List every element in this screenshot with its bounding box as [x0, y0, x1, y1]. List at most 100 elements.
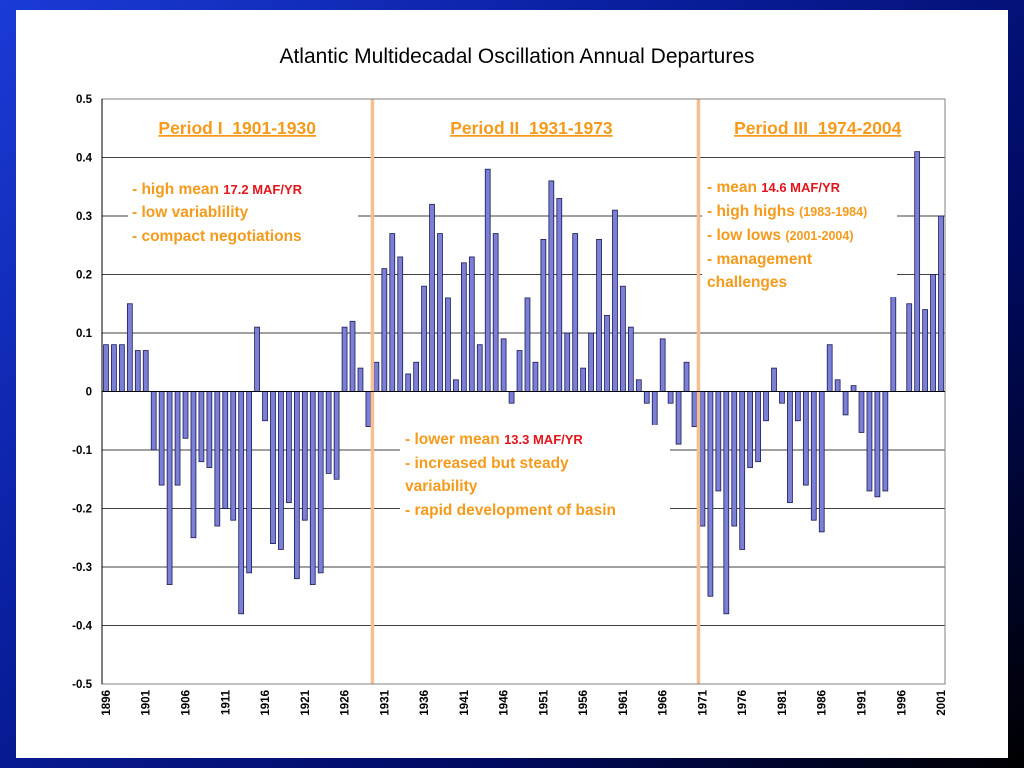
bar: [230, 391, 237, 521]
bar: [150, 391, 157, 451]
y-tick-label: 0.3: [76, 211, 92, 223]
period-label: Period III 1974-2004: [734, 118, 902, 138]
bar: [914, 151, 921, 392]
bar: [397, 256, 404, 392]
bars: [103, 151, 944, 615]
x-tick-label: 1941: [459, 689, 471, 715]
period-2-notes: - lower mean 13.3 MAF/YR - increased but…: [400, 425, 670, 525]
chart-title: Atlantic Multidecadal Oscillation Annual…: [279, 45, 754, 68]
bar: [365, 391, 372, 427]
bar: [222, 391, 229, 509]
bar: [492, 233, 499, 392]
p2-note-line2: - increased but steady: [405, 455, 569, 472]
x-tick-label: 1981: [777, 689, 789, 715]
bar: [659, 338, 666, 392]
y-axis-ticks: 0.5 0.4 0.3 0.2 0.1 0 -0.1 -0.2 -0.3 -0.4 -0.5: [72, 94, 92, 691]
bar: [699, 391, 706, 527]
p2-note-line3: variability: [405, 478, 478, 495]
bar: [516, 350, 523, 392]
bar: [508, 391, 515, 404]
bar: [278, 391, 284, 550]
y-tick-label: -0.3: [72, 562, 92, 574]
bar: [707, 391, 714, 597]
y-tick-label: 0.4: [76, 153, 93, 165]
y-tick-label: 0.5: [76, 94, 93, 106]
x-tick-label: 2001: [936, 689, 948, 715]
bar: [532, 361, 539, 392]
bar: [468, 256, 475, 392]
bar: [174, 391, 181, 486]
p1-note-line1: - high mean 17.2 MAF/YR: [132, 181, 303, 198]
p3-note-line2: - high highs (1983-1984): [707, 203, 867, 220]
bar: [643, 391, 650, 404]
bar: [922, 309, 928, 392]
x-tick-label: 1946: [499, 690, 511, 716]
y-tick-label: -0.1: [72, 445, 92, 457]
bar: [627, 326, 634, 392]
bar: [254, 326, 260, 392]
bar: [826, 344, 833, 392]
bar: [771, 367, 777, 392]
bar: [421, 285, 427, 392]
slide: Atlantic Multidecadal Oscillation Annual…: [16, 10, 1008, 758]
y-tick-label: -0.5: [72, 679, 92, 691]
bar: [683, 361, 690, 392]
p2-note-line1: - lower mean 13.3 MAF/YR: [405, 431, 583, 448]
bar: [850, 385, 857, 392]
axes: [101, 98, 946, 685]
bar: [166, 391, 173, 585]
bar: [779, 391, 785, 404]
x-tick-label: 1991: [856, 689, 868, 715]
bar: [612, 209, 618, 392]
p3-note-line4: - management: [707, 251, 812, 268]
y-tick-label: -0.4: [72, 621, 92, 633]
bar: [445, 297, 451, 392]
bar: [787, 391, 793, 504]
bar: [381, 268, 388, 392]
period-3-notes: - mean 14.6 MAF/YR - high highs (1983-19…: [702, 173, 897, 297]
bar: [476, 344, 483, 392]
bar: [341, 326, 348, 392]
bar: [134, 350, 141, 392]
bar: [349, 320, 356, 392]
note-background: [400, 425, 670, 525]
bar: [333, 391, 340, 480]
x-tick-label: 1966: [658, 690, 670, 716]
bar: [373, 361, 380, 392]
bar: [182, 391, 189, 439]
bar: [675, 391, 682, 445]
p3-note-line3: - low lows (2001-2004): [707, 227, 853, 244]
bar: [286, 391, 292, 504]
bar: [604, 315, 610, 392]
x-tick-label: 1986: [817, 690, 829, 716]
p3-note-line5: challenges: [707, 274, 787, 291]
bar: [413, 361, 420, 392]
bar: [111, 344, 117, 392]
y-tick-label: 0.2: [76, 270, 92, 282]
x-tick-label: 1956: [578, 690, 590, 716]
bar: [556, 198, 563, 392]
bar: [309, 391, 316, 585]
bar: [325, 391, 332, 474]
bar: [293, 391, 300, 580]
x-tick-label: 1936: [419, 690, 431, 716]
bar: [596, 238, 602, 392]
bar: [453, 379, 459, 392]
p1-note-line3: - compact negotiations: [132, 228, 302, 245]
x-tick-label: 1926: [340, 690, 352, 716]
bar: [317, 391, 324, 574]
bar: [739, 391, 746, 550]
bar: [866, 391, 873, 492]
bar: [890, 279, 897, 392]
bar: [126, 303, 133, 392]
bar: [691, 391, 698, 427]
period-1-notes: - high mean 17.2 MAF/YR - low variablili…: [128, 175, 358, 257]
x-tick-label: 1961: [618, 689, 630, 715]
bar: [262, 391, 268, 422]
bar: [802, 391, 809, 486]
x-tick-label: 1911: [220, 689, 232, 715]
x-tick-label: 1931: [379, 689, 391, 715]
bar: [842, 391, 849, 416]
bar: [484, 168, 491, 392]
bar: [158, 391, 165, 486]
